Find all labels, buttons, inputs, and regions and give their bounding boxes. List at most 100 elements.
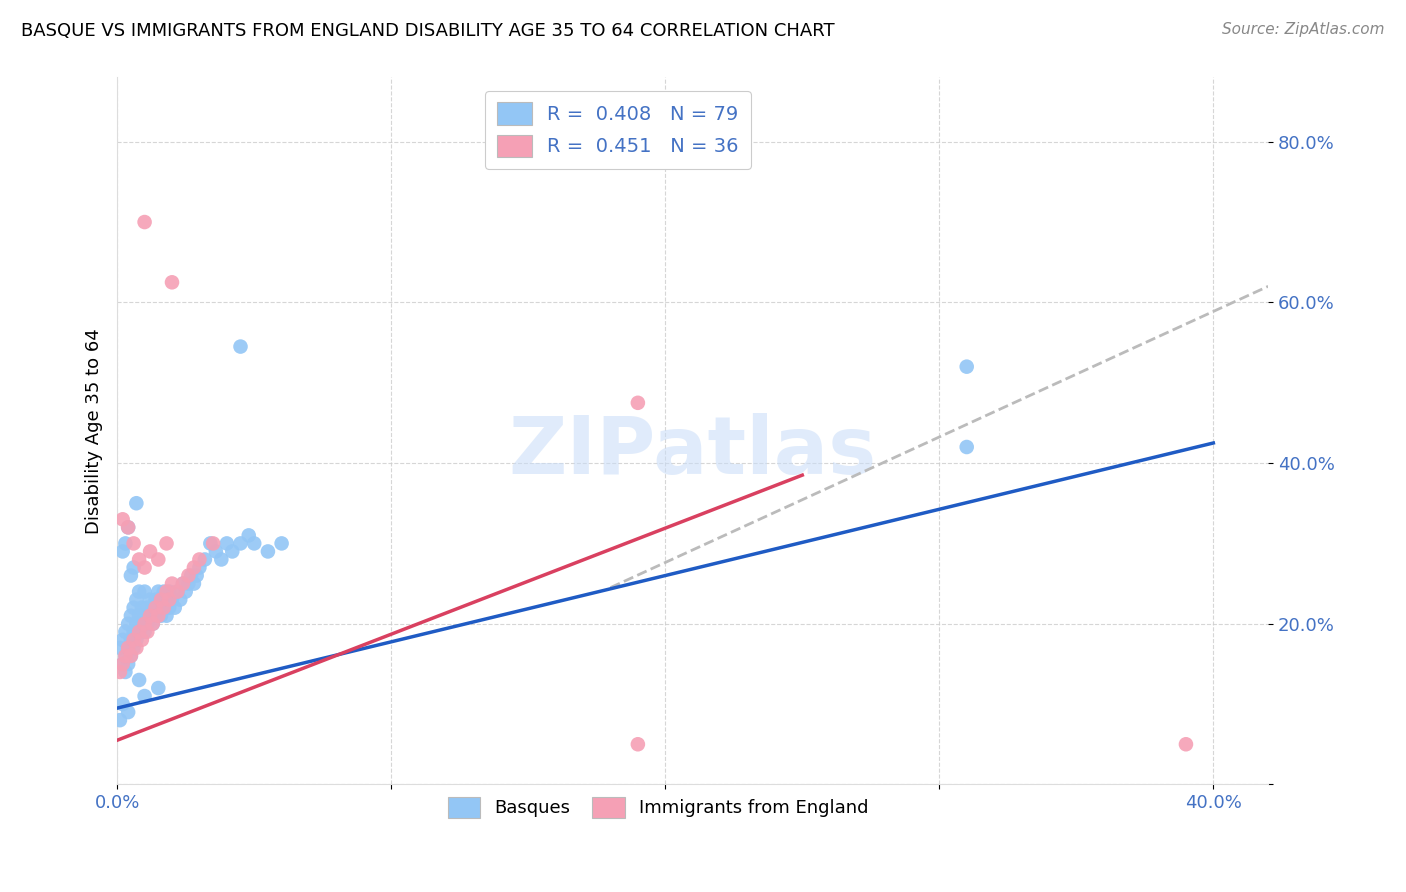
Point — [148, 600, 170, 615]
Point — [120, 608, 142, 623]
Point — [122, 632, 145, 647]
Point — [128, 624, 150, 639]
Point — [122, 624, 145, 639]
Point — [148, 608, 170, 623]
Point — [157, 584, 180, 599]
Point — [160, 275, 183, 289]
Point — [134, 689, 156, 703]
Point — [160, 576, 183, 591]
Point — [114, 648, 136, 663]
Point — [145, 592, 167, 607]
Point — [111, 512, 134, 526]
Point — [229, 340, 252, 354]
Point — [145, 600, 167, 615]
Point — [177, 568, 200, 582]
Point — [183, 560, 205, 574]
Point — [188, 552, 211, 566]
Point — [122, 536, 145, 550]
Point — [257, 544, 280, 558]
Point — [150, 608, 173, 623]
Point — [243, 536, 266, 550]
Point — [111, 657, 134, 671]
Point — [152, 584, 174, 599]
Point — [172, 576, 194, 591]
Point — [139, 608, 162, 623]
Text: BASQUE VS IMMIGRANTS FROM ENGLAND DISABILITY AGE 35 TO 64 CORRELATION CHART: BASQUE VS IMMIGRANTS FROM ENGLAND DISABI… — [21, 22, 835, 40]
Point — [108, 640, 131, 655]
Point — [134, 560, 156, 574]
Point — [139, 592, 162, 607]
Text: Source: ZipAtlas.com: Source: ZipAtlas.com — [1222, 22, 1385, 37]
Point — [157, 600, 180, 615]
Point — [150, 592, 173, 607]
Point — [157, 592, 180, 607]
Point — [221, 544, 243, 558]
Point — [117, 640, 139, 655]
Point — [136, 624, 159, 639]
Point — [200, 536, 222, 550]
Legend: Basques, Immigrants from England: Basques, Immigrants from England — [440, 789, 876, 825]
Point — [169, 592, 191, 607]
Point — [125, 496, 148, 510]
Point — [229, 536, 252, 550]
Point — [114, 536, 136, 550]
Point — [108, 665, 131, 679]
Point — [134, 608, 156, 623]
Point — [205, 544, 228, 558]
Point — [122, 600, 145, 615]
Point — [145, 608, 167, 623]
Point — [172, 576, 194, 591]
Point — [117, 705, 139, 719]
Point — [117, 657, 139, 671]
Point — [148, 584, 170, 599]
Text: ZIPatlas: ZIPatlas — [509, 413, 877, 491]
Point — [122, 560, 145, 574]
Point — [111, 697, 134, 711]
Point — [120, 648, 142, 663]
Point — [186, 568, 208, 582]
Point — [128, 673, 150, 687]
Point — [136, 600, 159, 615]
Point — [131, 632, 153, 647]
Point — [134, 616, 156, 631]
Point — [177, 576, 200, 591]
Point — [122, 640, 145, 655]
Point — [131, 600, 153, 615]
Point — [128, 552, 150, 566]
Point — [136, 616, 159, 631]
Point — [956, 440, 979, 454]
Point — [114, 624, 136, 639]
Point — [120, 632, 142, 647]
Point — [270, 536, 292, 550]
Point — [120, 648, 142, 663]
Point — [131, 616, 153, 631]
Point — [108, 713, 131, 727]
Point — [142, 600, 165, 615]
Point — [627, 737, 650, 751]
Point — [166, 584, 188, 599]
Point — [166, 584, 188, 599]
Point — [128, 584, 150, 599]
Point — [134, 215, 156, 229]
Point — [134, 584, 156, 599]
Point — [128, 624, 150, 639]
Point — [956, 359, 979, 374]
Point — [148, 681, 170, 695]
Point — [117, 640, 139, 655]
Point — [139, 544, 162, 558]
Point — [180, 568, 202, 582]
Point — [155, 584, 177, 599]
Point — [155, 536, 177, 550]
Point — [128, 608, 150, 623]
Point — [238, 528, 260, 542]
Point — [150, 592, 173, 607]
Point — [627, 396, 650, 410]
Point — [120, 568, 142, 582]
Point — [194, 552, 217, 566]
Point — [209, 552, 232, 566]
Point — [125, 632, 148, 647]
Point — [117, 520, 139, 534]
Point — [152, 600, 174, 615]
Point — [111, 544, 134, 558]
Point — [163, 600, 186, 615]
